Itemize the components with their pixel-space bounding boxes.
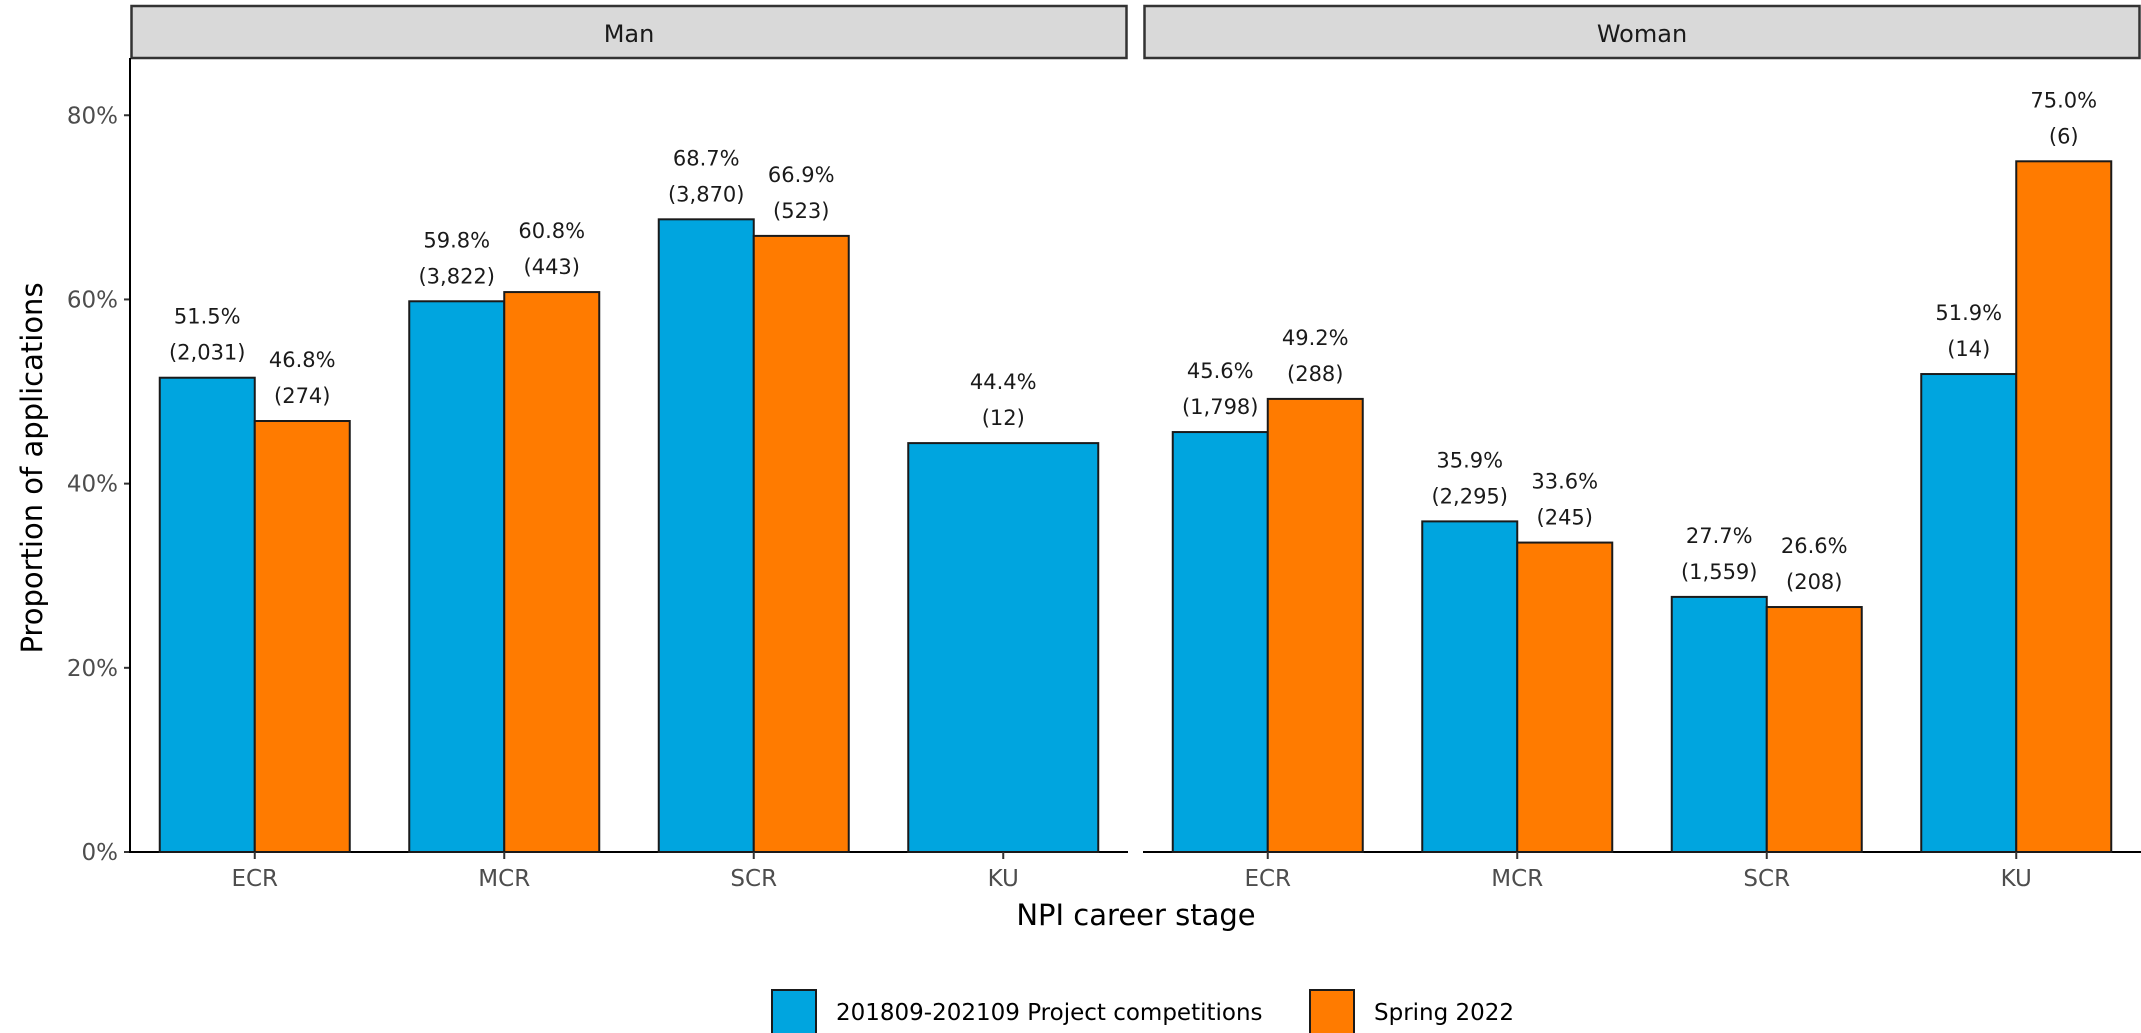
- x-axis-title: NPI career stage: [1016, 898, 1255, 932]
- bar-percent-label: 45.6%: [1187, 359, 1254, 383]
- bar: [158, 376, 256, 853]
- bar-count-label: (6): [2049, 124, 2079, 148]
- bar: [253, 420, 351, 853]
- facet-label: Man: [604, 20, 655, 48]
- x-tick-label: SCR: [730, 866, 777, 892]
- bar-percent-label: 68.7%: [673, 146, 740, 170]
- bar-count-label: (274): [274, 384, 330, 408]
- bar-percent-label: 60.8%: [518, 219, 585, 243]
- bar: [503, 291, 601, 854]
- bar: [1171, 431, 1269, 853]
- bar-percent-label: 35.9%: [1436, 448, 1503, 472]
- bar: [408, 300, 506, 854]
- bar-percent-label: 33.6%: [1531, 470, 1598, 494]
- bar-count-label: (1,559): [1681, 560, 1758, 584]
- bar-count-label: (3,822): [418, 264, 495, 288]
- bar-count-label: (3,870): [668, 182, 745, 206]
- bar: [1920, 373, 2018, 853]
- legend-label-series-1: 201809-202109 Project competitions: [836, 1000, 1263, 1026]
- x-tick-label: KU: [2001, 866, 2032, 892]
- facet-strip: [1143, 4, 2141, 60]
- bar-percent-label: 51.9%: [1935, 301, 2002, 325]
- bar-count-label: (208): [1786, 570, 1842, 594]
- y-tick-label: 0%: [82, 840, 119, 866]
- bar-count-label: (1,798): [1182, 395, 1259, 419]
- bar: [1765, 606, 1863, 853]
- x-tick-label: MCR: [1491, 866, 1543, 892]
- bar-count-label: (2,295): [1431, 484, 1508, 508]
- bar: [657, 218, 755, 853]
- legend-label-series-2: Spring 2022: [1374, 1000, 1514, 1026]
- legend-key-series-1: [771, 989, 817, 1033]
- facet-strip: [130, 4, 1128, 60]
- bar-percent-label: 51.5%: [174, 305, 241, 329]
- bar: [1266, 397, 1364, 853]
- bar: [1670, 595, 1768, 854]
- bar: [907, 442, 1100, 853]
- y-tick-label: 80%: [67, 103, 118, 129]
- legend-key-series-2: [1309, 989, 1355, 1033]
- bar: [2015, 160, 2113, 854]
- bar-percent-label: 75.0%: [2030, 88, 2097, 112]
- bar-percent-label: 44.4%: [970, 370, 1037, 394]
- bar-percent-label: 49.2%: [1282, 326, 1349, 350]
- bar-count-label: (2,031): [169, 341, 246, 365]
- bar-count-label: (12): [982, 406, 1025, 430]
- y-tick-label: 60%: [67, 287, 118, 313]
- x-tick-label: ECR: [231, 866, 278, 892]
- bar-percent-label: 26.6%: [1781, 534, 1848, 558]
- bar-count-label: (443): [524, 255, 580, 279]
- bar-percent-label: 66.9%: [768, 163, 835, 187]
- y-tick-label: 40%: [67, 472, 118, 498]
- x-tick-label: ECR: [1244, 866, 1291, 892]
- bar-percent-label: 46.8%: [269, 348, 336, 372]
- bar-percent-label: 59.8%: [423, 228, 490, 252]
- y-axis-title: Proportion of applications: [15, 282, 49, 653]
- bar-count-label: (523): [773, 199, 829, 223]
- bar: [752, 234, 850, 854]
- y-tick-label: 20%: [67, 656, 118, 682]
- bar-count-label: (245): [1537, 506, 1593, 530]
- bar: [1421, 520, 1519, 853]
- bar-count-label: (14): [1947, 337, 1990, 361]
- bar-count-label: (288): [1287, 362, 1343, 386]
- x-tick-label: KU: [988, 866, 1019, 892]
- facet-label: Woman: [1597, 20, 1687, 48]
- bar: [1516, 541, 1614, 853]
- legend: 201809-202109 Project competitions Sprin…: [771, 989, 1514, 1033]
- x-tick-label: SCR: [1743, 866, 1790, 892]
- bar-percent-label: 27.7%: [1686, 524, 1753, 548]
- x-tick-label: MCR: [478, 866, 530, 892]
